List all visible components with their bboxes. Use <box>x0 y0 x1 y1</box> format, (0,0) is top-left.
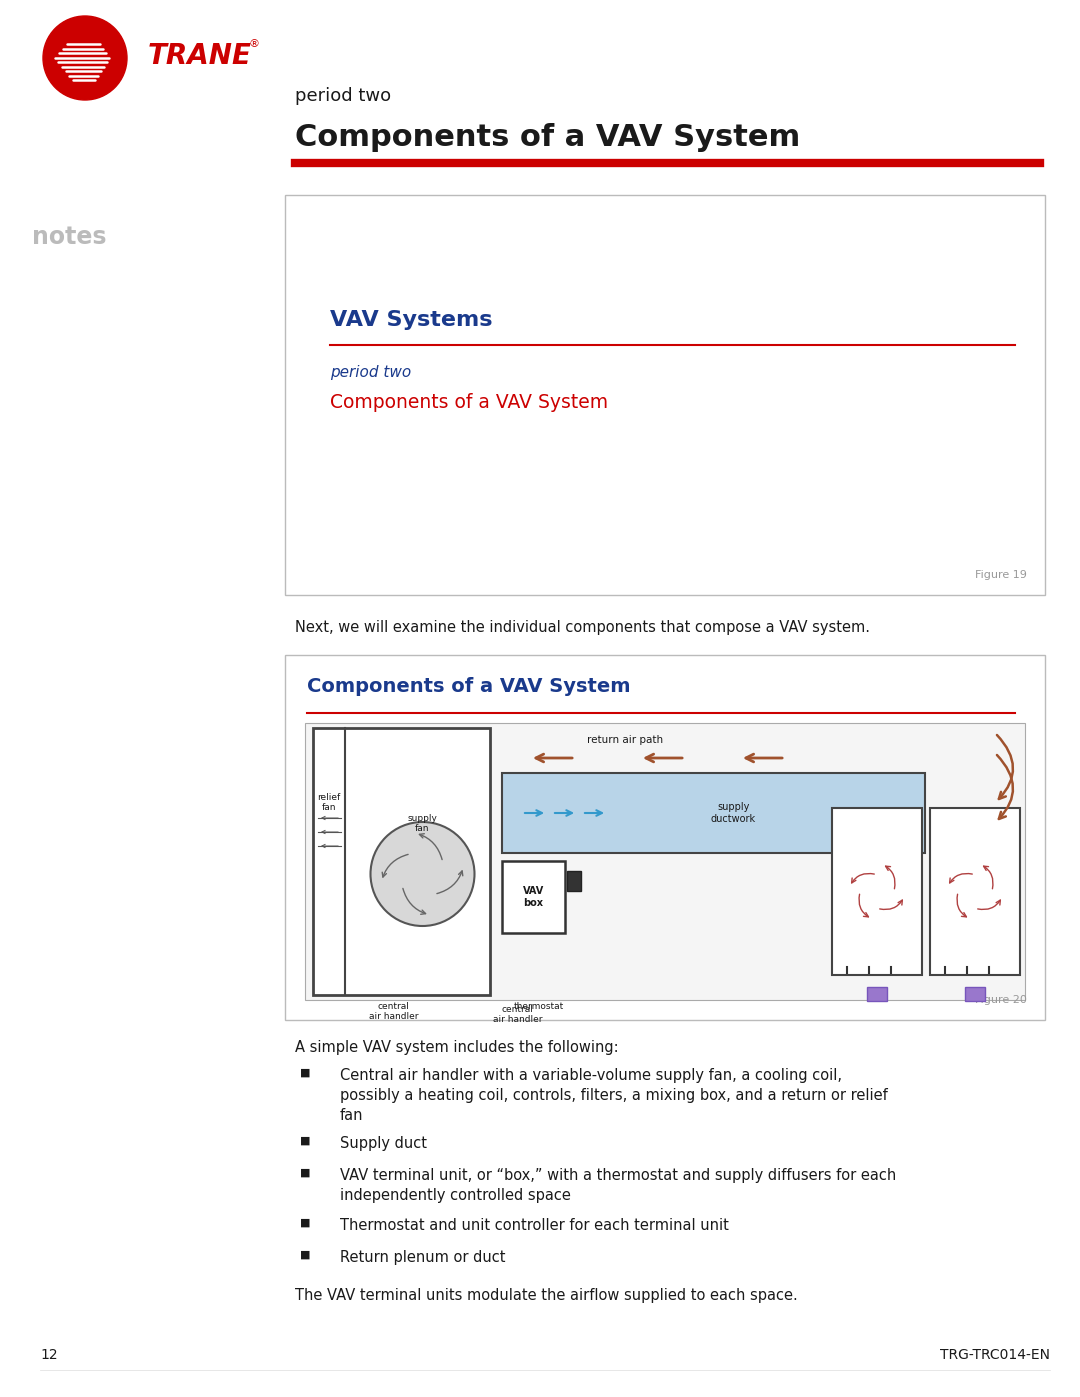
Text: The VAV terminal units modulate the airflow supplied to each space.: The VAV terminal units modulate the airf… <box>295 1288 798 1303</box>
Text: ®: ® <box>248 39 259 49</box>
Bar <box>285 196 1045 595</box>
Text: ■: ■ <box>300 1250 311 1260</box>
Text: Components of a VAV System: Components of a VAV System <box>307 678 631 696</box>
Bar <box>305 724 1025 1000</box>
Bar <box>966 988 985 1002</box>
Text: period two: period two <box>330 365 411 380</box>
Text: Supply duct: Supply duct <box>340 1136 427 1151</box>
Bar <box>867 988 887 1002</box>
Text: ■: ■ <box>300 1218 311 1228</box>
Text: central
air handler: central air handler <box>492 1004 542 1024</box>
Ellipse shape <box>43 15 127 101</box>
Text: VAV terminal unit, or “box,” with a thermostat and supply diffusers for each
ind: VAV terminal unit, or “box,” with a ther… <box>340 1168 896 1203</box>
Text: Return plenum or duct: Return plenum or duct <box>340 1250 505 1266</box>
Text: central
air handler: central air handler <box>368 1002 418 1021</box>
Text: Components of a VAV System: Components of a VAV System <box>295 123 800 152</box>
Text: supply
fan: supply fan <box>407 814 437 834</box>
Text: Components of a VAV System: Components of a VAV System <box>330 393 608 412</box>
Text: Central air handler with a variable-volume supply fan, a cooling coil,
possibly : Central air handler with a variable-volu… <box>340 1067 888 1123</box>
Text: period two: period two <box>295 87 391 105</box>
Text: thermostat: thermostat <box>514 1002 564 1011</box>
Text: return air path: return air path <box>586 735 663 745</box>
Bar <box>930 807 1020 975</box>
Text: notes: notes <box>32 225 107 249</box>
Text: supply
ductwork: supply ductwork <box>711 802 756 824</box>
Bar <box>502 773 924 854</box>
Text: VAV Systems: VAV Systems <box>330 310 492 330</box>
Bar <box>502 861 565 933</box>
Bar <box>285 655 1045 1020</box>
Text: 12: 12 <box>40 1348 57 1362</box>
Circle shape <box>370 821 474 926</box>
Text: ■: ■ <box>300 1168 311 1178</box>
Bar <box>567 870 581 891</box>
Text: Thermostat and unit controller for each terminal unit: Thermostat and unit controller for each … <box>340 1218 729 1234</box>
Text: A simple VAV system includes the following:: A simple VAV system includes the followi… <box>295 1039 619 1055</box>
Text: Next, we will examine the individual components that compose a VAV system.: Next, we will examine the individual com… <box>295 620 870 636</box>
Bar <box>832 807 922 975</box>
Text: ■: ■ <box>300 1067 311 1078</box>
Text: relief
fan: relief fan <box>318 793 340 813</box>
Text: VAV
box: VAV box <box>523 886 544 908</box>
Text: Figure 19: Figure 19 <box>975 570 1027 580</box>
Text: ■: ■ <box>300 1136 311 1146</box>
Text: TRANE: TRANE <box>148 42 252 70</box>
Text: Figure 20: Figure 20 <box>975 995 1027 1004</box>
Text: TRG-TRC014-EN: TRG-TRC014-EN <box>940 1348 1050 1362</box>
Bar <box>313 728 490 995</box>
